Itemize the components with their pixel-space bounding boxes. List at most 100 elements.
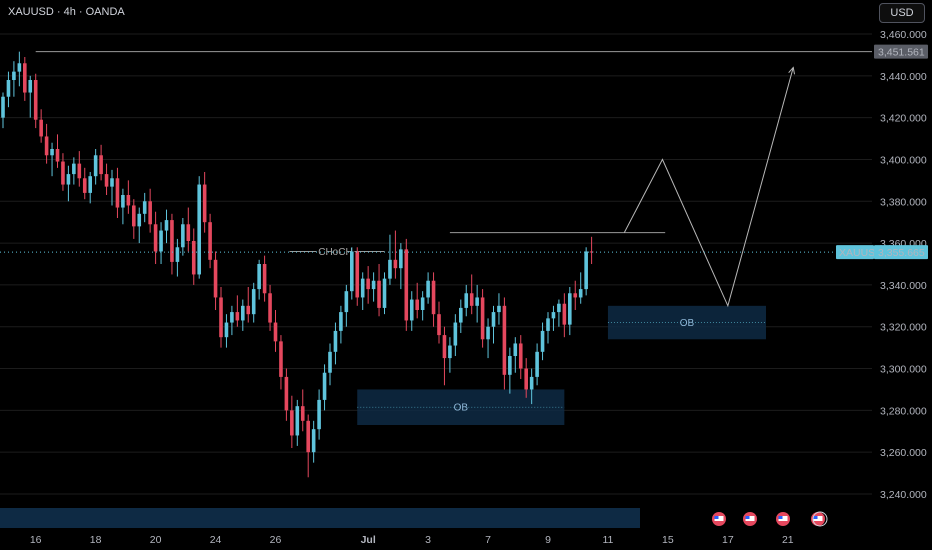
x-tick-label: 9 [545, 534, 551, 546]
candle-bearish [153, 224, 158, 252]
candle-bullish [1, 96, 5, 118]
candle-bullish [137, 213, 142, 227]
event-flag-icon-canton [714, 516, 719, 519]
candle-bullish [6, 80, 11, 97]
projection-arrowhead [788, 66, 796, 75]
event-flag-icon-canton [813, 516, 818, 519]
ob-label: OB [454, 403, 469, 414]
choch-label-bg [316, 244, 355, 258]
candle-bullish [66, 174, 71, 185]
candle-bullish [382, 278, 387, 308]
candle-bullish [164, 220, 169, 231]
candle-bullish [72, 163, 76, 175]
x-tick-label: 20 [150, 534, 162, 546]
candle-bearish [77, 163, 82, 179]
y-tick-label: 3,400.000 [880, 154, 927, 166]
candle-bullish [142, 201, 147, 214]
event-flag-icon-band [714, 516, 724, 521]
candle-bullish [459, 307, 463, 323]
candle-bullish [486, 326, 490, 340]
candle-bearish [104, 174, 109, 187]
ob-zone [607, 305, 766, 340]
y-tick-label: 3,340.000 [880, 280, 927, 292]
candle-bullish [475, 297, 479, 306]
event-flag-icon-band [813, 516, 823, 521]
candle-bearish [268, 293, 272, 323]
candle-bearish [393, 259, 398, 269]
candle-bearish [33, 80, 38, 120]
y-tick-label: 3,380.000 [880, 196, 927, 208]
candle-bullish [28, 80, 33, 93]
candle-bullish [295, 406, 300, 436]
y-tick-label: 3,240.000 [880, 489, 927, 501]
candle-bearish [279, 341, 283, 377]
event-flag-icon-canton [745, 516, 750, 519]
y-tick-label: 3,440.000 [880, 71, 927, 83]
candle-bearish [208, 222, 212, 260]
x-tick-label: 18 [90, 534, 102, 546]
candle-bullish [426, 280, 430, 298]
x-tick-label: 16 [30, 534, 42, 546]
currency-button[interactable]: USD [879, 3, 925, 23]
candle-bullish [388, 259, 392, 279]
x-tick-label: 15 [662, 534, 674, 546]
candle-bearish [202, 184, 207, 223]
x-tick-label: 26 [270, 534, 282, 546]
candle-bullish [409, 299, 414, 321]
candle-bearish [115, 178, 120, 208]
candle-bearish [377, 280, 381, 308]
x-tick-label: 24 [210, 534, 222, 546]
candle-bearish [404, 249, 409, 321]
candle-bullish [399, 249, 403, 269]
candle-bearish [235, 312, 240, 321]
y-tick-label: 3,460.000 [880, 29, 927, 41]
symbol-badge [836, 245, 874, 260]
candle-bearish [170, 220, 174, 262]
candle-bullish [251, 289, 256, 315]
x-tick-label: Jul [361, 534, 376, 546]
x-tick-label: 21 [782, 534, 794, 546]
candle-bullish [230, 312, 234, 323]
candle-bullish [322, 372, 327, 400]
candle-bearish [502, 305, 507, 375]
x-tick-label: 17 [722, 534, 734, 546]
candle-bullish [350, 251, 354, 292]
candle-bearish [431, 280, 436, 315]
candle-bullish [568, 293, 572, 325]
candle-bearish [415, 299, 419, 310]
candle-bearish [186, 224, 191, 241]
candle-bullish [546, 318, 550, 331]
ob-label: OB [680, 318, 695, 329]
candle-bullish [464, 293, 469, 308]
candle-bullish [529, 376, 534, 390]
candle-bearish [39, 119, 43, 137]
candle-bearish [273, 322, 278, 342]
candle-bearish [191, 241, 196, 275]
candle-bullish [448, 345, 452, 359]
candle-bearish [99, 155, 103, 175]
candle-bullish [317, 399, 321, 430]
x-tick-label: 3 [425, 534, 431, 546]
candle-bullish [110, 178, 114, 187]
candle-bullish [181, 224, 185, 248]
candle-bullish [508, 356, 512, 375]
candle-bearish [55, 149, 60, 162]
candle-bullish [551, 312, 556, 319]
candle-bullish [121, 195, 125, 208]
candle-bearish [284, 376, 289, 411]
candle-bearish [437, 314, 441, 336]
candle-bullish [159, 230, 163, 252]
event-flag-icon-band [745, 516, 755, 521]
candle-bearish [246, 305, 251, 315]
candle-bullish [224, 322, 229, 338]
ob-zone [357, 389, 565, 425]
candle-bearish [573, 293, 578, 298]
current-price-value: 3,355.665 [878, 247, 925, 259]
candle-bullish [88, 176, 92, 193]
choch-label: CHoCH [318, 247, 352, 258]
candle-bullish [257, 264, 261, 290]
candle-bearish [442, 335, 447, 359]
candle-bullish [339, 312, 343, 331]
candle-bullish [197, 184, 201, 275]
